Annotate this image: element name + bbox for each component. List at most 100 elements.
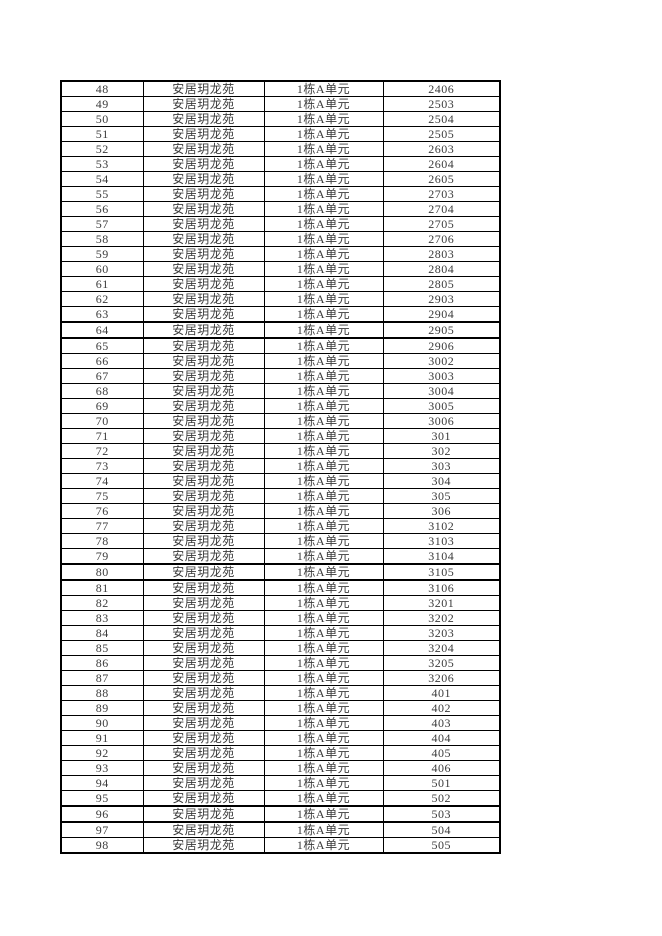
table-row: 88 安居玥龙苑 1栋A单元 401 <box>60 685 501 701</box>
table-row: 54 安居玥龙苑 1栋A单元 2605 <box>60 171 501 187</box>
room-cell: 3002 <box>382 353 501 369</box>
unit-cell: 1栋A单元 <box>263 111 384 127</box>
community-cell: 安居玥龙苑 <box>142 488 265 504</box>
room-cell: 3004 <box>382 383 501 399</box>
unit-cell: 1栋A单元 <box>263 579 384 596</box>
table-row: 79 安居玥龙苑 1栋A单元 3104 <box>60 548 501 565</box>
table-row: 74 安居玥龙苑 1栋A单元 304 <box>60 473 501 489</box>
room-cell: 401 <box>382 685 501 701</box>
room-cell: 2905 <box>382 321 501 339</box>
community-cell: 安居玥龙苑 <box>142 141 265 157</box>
table-row: 55 安居玥龙苑 1栋A单元 2703 <box>60 186 501 202</box>
room-cell: 2805 <box>382 276 501 292</box>
seq-cell: 85 <box>60 640 144 656</box>
seq-cell: 90 <box>60 715 144 731</box>
community-cell: 安居玥龙苑 <box>142 186 265 202</box>
community-cell: 安居玥龙苑 <box>142 745 265 761</box>
table-row: 50 安居玥龙苑 1栋A单元 2504 <box>60 111 501 127</box>
room-cell: 2803 <box>382 246 501 262</box>
room-cell: 3006 <box>382 413 501 429</box>
seq-cell: 76 <box>60 503 144 519</box>
unit-cell: 1栋A单元 <box>263 503 384 519</box>
unit-cell: 1栋A单元 <box>263 730 384 746</box>
table-row: 70 安居玥龙苑 1栋A单元 3006 <box>60 413 501 429</box>
table-row: 73 安居玥龙苑 1栋A单元 303 <box>60 458 501 474</box>
seq-cell: 59 <box>60 246 144 262</box>
community-cell: 安居玥龙苑 <box>142 216 265 232</box>
seq-cell: 60 <box>60 261 144 277</box>
table-row: 77 安居玥龙苑 1栋A单元 3102 <box>60 518 501 534</box>
room-cell: 2804 <box>382 261 501 277</box>
room-cell: 3206 <box>382 670 501 686</box>
community-cell: 安居玥龙苑 <box>142 518 265 534</box>
community-cell: 安居玥龙苑 <box>142 261 265 277</box>
unit-cell: 1栋A单元 <box>263 837 384 854</box>
community-cell: 安居玥龙苑 <box>142 563 265 581</box>
unit-cell: 1栋A单元 <box>263 291 384 307</box>
seq-cell: 54 <box>60 171 144 187</box>
seq-cell: 83 <box>60 610 144 626</box>
table-row: 86 安居玥龙苑 1栋A单元 3205 <box>60 655 501 671</box>
community-cell: 安居玥龙苑 <box>142 156 265 172</box>
unit-cell: 1栋A单元 <box>263 533 384 549</box>
seq-cell: 96 <box>60 805 144 823</box>
room-cell: 3205 <box>382 655 501 671</box>
community-cell: 安居玥龙苑 <box>142 368 265 384</box>
unit-cell: 1栋A单元 <box>263 640 384 656</box>
room-cell: 404 <box>382 730 501 746</box>
room-cell: 2706 <box>382 231 501 247</box>
room-cell: 2903 <box>382 291 501 307</box>
seq-cell: 82 <box>60 595 144 611</box>
seq-cell: 89 <box>60 700 144 716</box>
community-cell: 安居玥龙苑 <box>142 700 265 716</box>
room-cell: 503 <box>382 805 501 823</box>
seq-cell: 50 <box>60 111 144 127</box>
seq-cell: 97 <box>60 821 144 838</box>
table-row: 94 安居玥龙苑 1栋A单元 501 <box>60 775 501 791</box>
seq-cell: 88 <box>60 685 144 701</box>
unit-cell: 1栋A单元 <box>263 413 384 429</box>
room-cell: 3202 <box>382 610 501 626</box>
community-cell: 安居玥龙苑 <box>142 760 265 776</box>
table-row: 52 安居玥龙苑 1栋A单元 2603 <box>60 141 501 157</box>
table-row: 59 安居玥龙苑 1栋A单元 2803 <box>60 246 501 262</box>
seq-cell: 53 <box>60 156 144 172</box>
community-cell: 安居玥龙苑 <box>142 413 265 429</box>
table-row: 89 安居玥龙苑 1栋A单元 402 <box>60 700 501 716</box>
community-cell: 安居玥龙苑 <box>142 428 265 444</box>
table-row: 66 安居玥龙苑 1栋A单元 3002 <box>60 353 501 369</box>
community-cell: 安居玥龙苑 <box>142 337 265 354</box>
table-row: 97 安居玥龙苑 1栋A单元 504 <box>60 821 501 838</box>
room-cell: 403 <box>382 715 501 731</box>
unit-cell: 1栋A单元 <box>263 473 384 489</box>
table-row: 65 安居玥龙苑 1栋A单元 2906 <box>60 337 501 354</box>
unit-cell: 1栋A单元 <box>263 321 384 339</box>
table-row: 72 安居玥龙苑 1栋A单元 302 <box>60 443 501 459</box>
seq-cell: 67 <box>60 368 144 384</box>
unit-cell: 1栋A单元 <box>263 745 384 761</box>
room-cell: 3005 <box>382 398 501 414</box>
unit-cell: 1栋A单元 <box>263 216 384 232</box>
unit-cell: 1栋A单元 <box>263 670 384 686</box>
community-cell: 安居玥龙苑 <box>142 398 265 414</box>
seq-cell: 49 <box>60 96 144 112</box>
unit-cell: 1栋A单元 <box>263 231 384 247</box>
seq-cell: 79 <box>60 548 144 565</box>
room-cell: 3105 <box>382 563 501 581</box>
room-cell: 501 <box>382 775 501 791</box>
unit-cell: 1栋A单元 <box>263 201 384 217</box>
community-cell: 安居玥龙苑 <box>142 231 265 247</box>
unit-cell: 1栋A单元 <box>263 458 384 474</box>
community-cell: 安居玥龙苑 <box>142 291 265 307</box>
unit-cell: 1栋A单元 <box>263 368 384 384</box>
room-cell: 3204 <box>382 640 501 656</box>
unit-cell: 1栋A单元 <box>263 186 384 202</box>
table-row: 78 安居玥龙苑 1栋A单元 3103 <box>60 533 501 549</box>
unit-cell: 1栋A单元 <box>263 171 384 187</box>
seq-cell: 62 <box>60 291 144 307</box>
seq-cell: 66 <box>60 353 144 369</box>
seq-cell: 87 <box>60 670 144 686</box>
unit-cell: 1栋A单元 <box>263 156 384 172</box>
unit-cell: 1栋A单元 <box>263 383 384 399</box>
community-cell: 安居玥龙苑 <box>142 548 265 565</box>
